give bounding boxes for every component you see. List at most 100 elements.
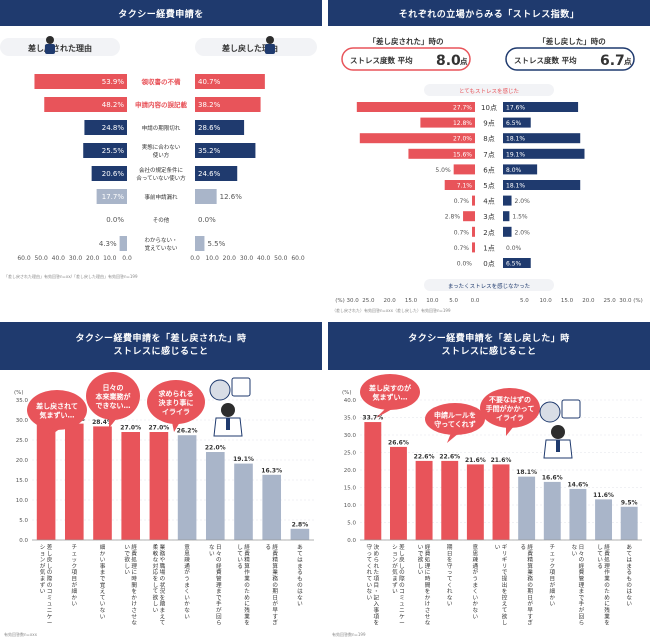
value-returner-3: 19.1%	[506, 151, 525, 158]
category-char-7: て	[237, 550, 243, 557]
chart-note: 「差し戻された理由」有効回答n=xx/「差し戻した理由」有効回答n=199	[4, 274, 138, 279]
tick-left-6: 0.0	[122, 255, 132, 262]
category-char-3: 期	[447, 544, 453, 551]
bar-returner-0	[195, 74, 265, 89]
category-char-6: 日	[527, 594, 533, 601]
category-char-9: て	[297, 550, 303, 557]
category-char-4: 通	[473, 562, 479, 570]
category-char-4: し	[153, 601, 159, 608]
callout-text-1: できない…	[96, 401, 131, 410]
category-char-4: な	[473, 607, 479, 614]
value-returner-10: 6.5%	[506, 261, 522, 268]
bar-returner-5	[503, 180, 581, 190]
category-char-1: ミ	[399, 595, 405, 601]
callout-text-2: 手間がかかって	[486, 404, 535, 413]
category-char-0: ら	[374, 557, 380, 564]
category-char-0: 守	[367, 543, 373, 551]
category-char-1: ッ	[71, 558, 77, 564]
category-char-8: ぎ	[272, 619, 278, 627]
tick-right-5: 30.0 (%)	[619, 298, 643, 304]
category-char-3: 処	[131, 556, 137, 564]
value-label-9: 2.8%	[292, 521, 309, 528]
value-returned-5: 7.1%	[457, 183, 473, 190]
callout-text-1: 守ってくれず	[434, 420, 475, 429]
category-char-9: も	[297, 576, 303, 583]
callout-bubble-2	[147, 380, 205, 424]
category-label-4: 合っていない使い方	[136, 174, 186, 182]
category-char-3: せ	[131, 613, 137, 620]
category-char-2: 費	[425, 549, 431, 557]
value-returned-9: 0.7%	[454, 245, 470, 252]
category-char-6: が	[216, 606, 222, 614]
category-char-7: 作	[244, 568, 250, 576]
bottom-label-pill	[424, 279, 554, 291]
category-char-6: ぎ	[527, 619, 533, 627]
value-returner-5: 18.1%	[506, 183, 525, 190]
category-char-7: い	[549, 601, 555, 608]
y-tick-2: 10.0	[16, 498, 29, 504]
category-char-0: い	[367, 582, 373, 589]
y-tick-4: 20.0	[16, 458, 29, 464]
category-char-2: で	[100, 576, 106, 583]
title-line-2: ストレスに感じること	[113, 347, 209, 357]
left-label: 差し戻された理由	[27, 43, 92, 53]
category-label-1: 申請内容の誤記載	[135, 100, 188, 109]
category-char-1: チ	[71, 544, 77, 551]
category-char-8: 算	[272, 562, 278, 570]
category-char-9: な	[297, 594, 303, 601]
category-char-4: 軟	[153, 549, 159, 557]
category-char-3: 守	[447, 562, 453, 570]
category-char-3: で	[124, 550, 130, 557]
category-char-7: 業	[244, 612, 250, 620]
value-returned-4: 5.0%	[435, 167, 451, 174]
bar-2	[93, 426, 112, 540]
category-char-6: で	[216, 594, 222, 601]
category-char-2: い	[100, 613, 106, 620]
value-label-8: 16.3%	[261, 467, 282, 474]
category-char-3: く	[447, 583, 453, 589]
category-char-9: し	[597, 544, 603, 551]
bottom-label: まったくストレスを感じなかった	[448, 282, 530, 290]
category-char-9: る	[597, 563, 603, 570]
category-char-7: が	[549, 581, 555, 589]
tick-right-0: 60.0	[291, 255, 305, 262]
person-head-icon	[551, 425, 565, 439]
category-char-1: ケ	[399, 613, 405, 620]
category-char-7: 費	[244, 549, 250, 557]
category-char-1: の	[399, 569, 405, 576]
stress-scribble-icon	[209, 379, 231, 401]
y-tick-3: 15.0	[16, 478, 29, 484]
category-char-10: な	[626, 594, 632, 601]
value-label-4: 21.6%	[465, 457, 486, 464]
bar-returner-1	[503, 117, 531, 128]
category-char-8: 々	[579, 550, 585, 557]
category-char-7: ェ	[549, 551, 555, 557]
category-char-5: で	[502, 569, 508, 576]
category-char-2: い	[418, 569, 424, 576]
category-char-0: ケ	[47, 613, 53, 620]
category-char-0: コ	[47, 588, 53, 595]
bar-3	[441, 460, 459, 540]
category-label-7: 覚えていない	[145, 244, 178, 252]
category-char-6: 業	[527, 568, 533, 576]
category-char-7: め	[244, 594, 250, 601]
category-char-6: 管	[216, 575, 222, 583]
left-average-unit: 点	[460, 56, 468, 66]
category-char-9: い	[597, 557, 603, 564]
value-label-5: 21.6%	[491, 457, 512, 464]
right-head-box	[505, 47, 635, 71]
category-char-1: ニ	[399, 607, 405, 614]
category-char-9: は	[297, 557, 303, 564]
category-char-8: 手	[579, 600, 585, 608]
value-returned-8: 0.7%	[454, 229, 470, 236]
category-char-6: 算	[527, 562, 533, 570]
tick-left-0: (%) 30.0	[335, 298, 359, 304]
category-char-3: し	[124, 563, 130, 570]
value-label-10: 9.5%	[621, 499, 638, 506]
top-label: とてもストレスを感じた	[459, 87, 519, 95]
category-char-0: な	[367, 588, 373, 595]
category-char-8: 理	[579, 582, 585, 589]
category-char-8: の	[579, 557, 585, 564]
category-char-6: ま	[216, 588, 222, 595]
